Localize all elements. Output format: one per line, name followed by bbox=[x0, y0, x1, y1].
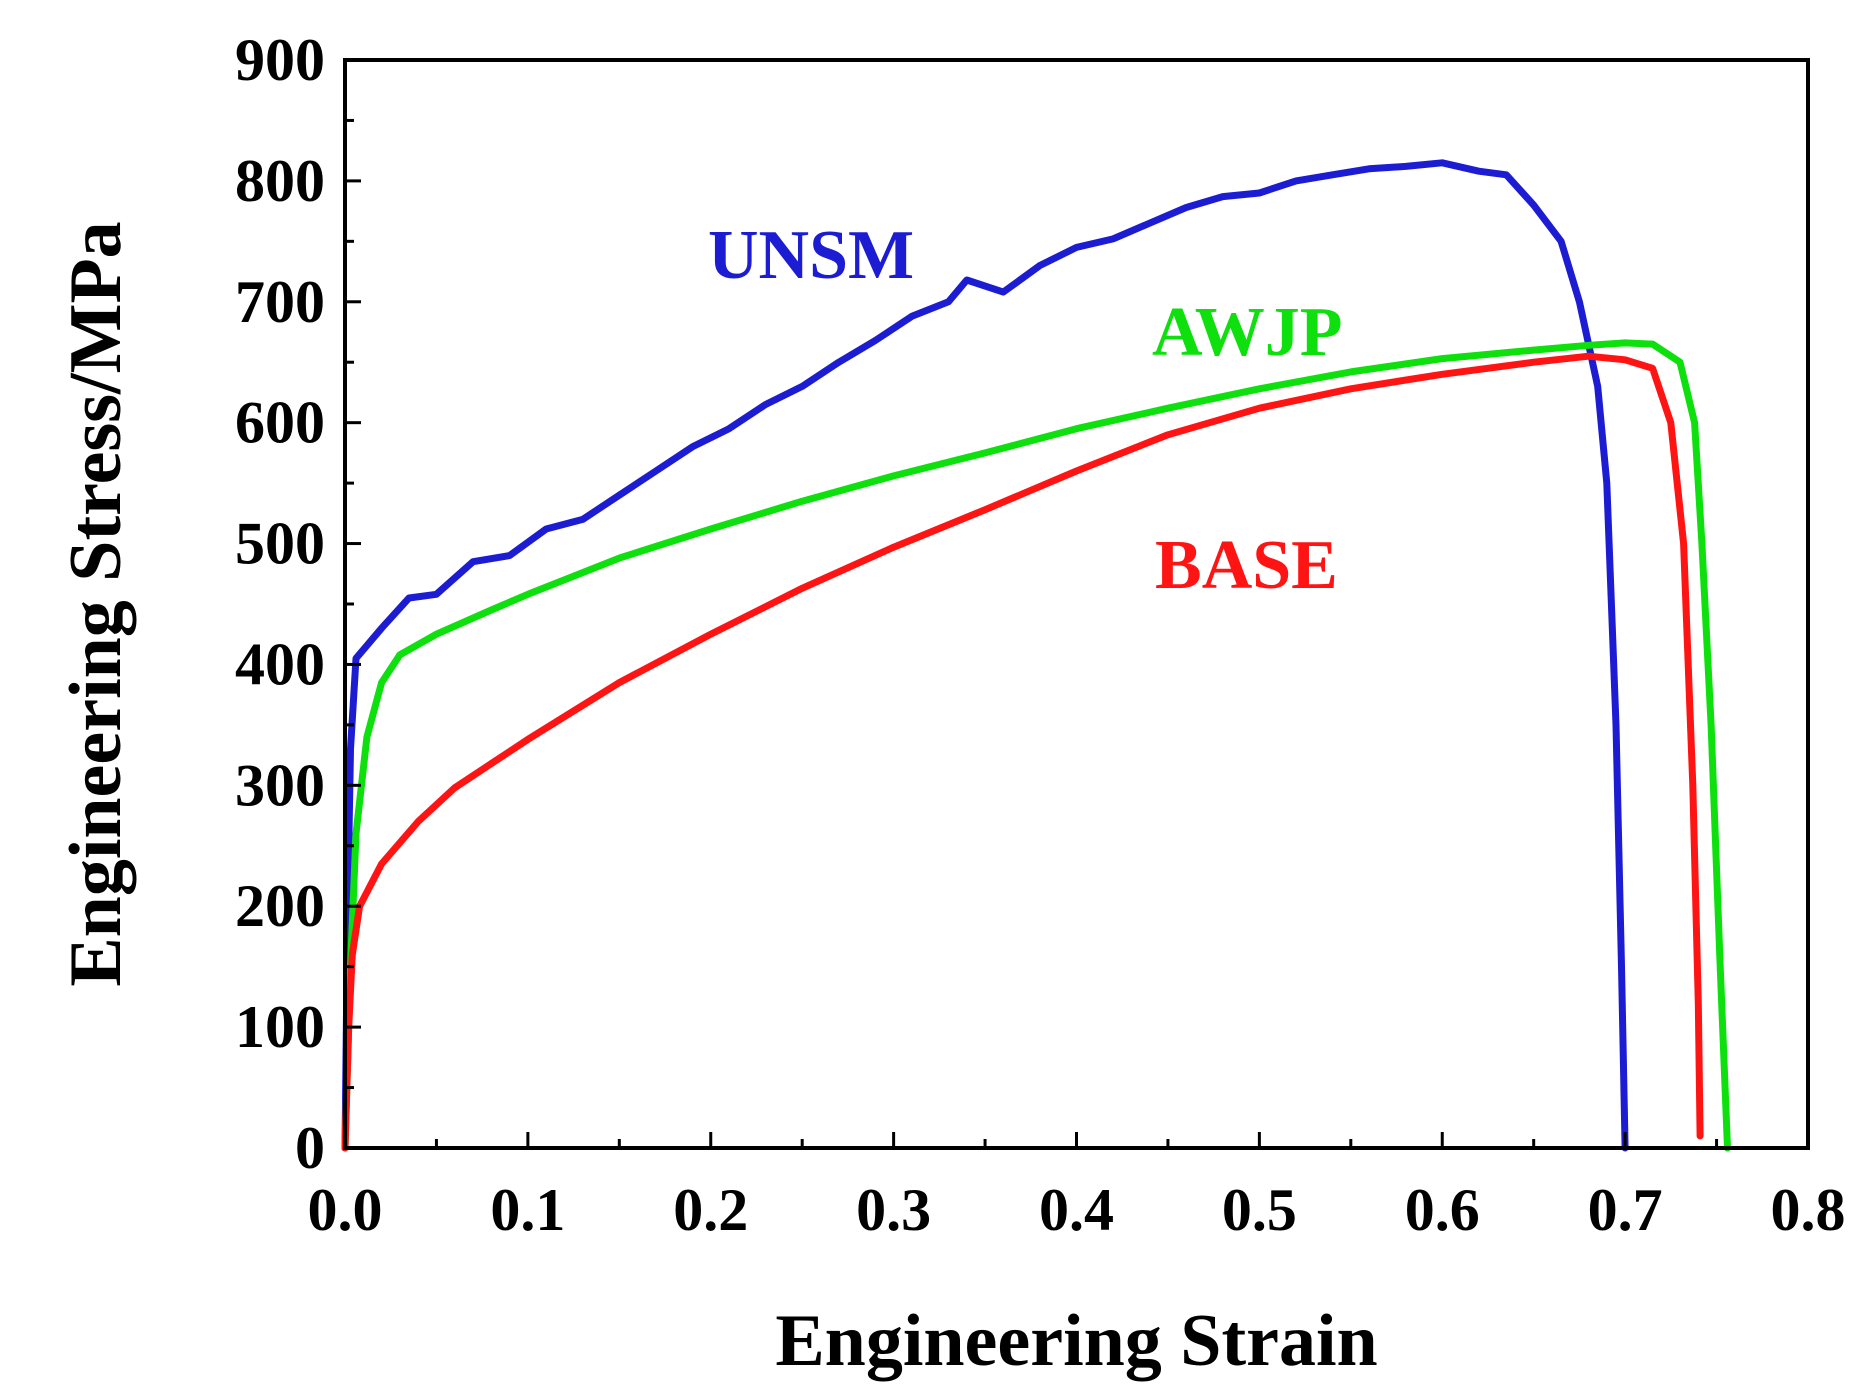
y-tick-label: 500 bbox=[235, 511, 325, 577]
y-tick-label: 800 bbox=[235, 148, 325, 214]
series-label-base: BASE bbox=[1155, 527, 1338, 604]
x-tick-label: 0.7 bbox=[1588, 1177, 1663, 1243]
series-lines bbox=[341, 159, 1731, 1152]
plot-frame bbox=[343, 58, 1810, 1150]
y-tick-label: 300 bbox=[235, 752, 325, 818]
x-tick-label: 0.8 bbox=[1771, 1177, 1846, 1243]
y-tick-label: 900 bbox=[235, 27, 325, 93]
y-tick-label: 0 bbox=[295, 1115, 325, 1181]
series-line-base bbox=[341, 352, 1704, 1152]
x-tick-label: 0.6 bbox=[1405, 1177, 1480, 1243]
y-tick-label: 600 bbox=[235, 390, 325, 456]
x-tick-label: 0.1 bbox=[490, 1177, 565, 1243]
axis-tick-labels: 0 100 200 300 400 500 600 700 800 900 0.0 0.1 0.2 0.3… bbox=[235, 27, 1846, 1243]
x-axis-title: Engineering Strain bbox=[775, 1300, 1377, 1382]
series-line-unsm bbox=[341, 159, 1629, 1152]
series-label-awjp: AWJP bbox=[1152, 294, 1343, 371]
series-line-awjp bbox=[341, 339, 1731, 1152]
y-axis-title: Engineering Stress/MPa bbox=[55, 221, 137, 986]
x-tick-label: 0.3 bbox=[856, 1177, 931, 1243]
x-tick-label: 0.5 bbox=[1222, 1177, 1297, 1243]
y-tick-label: 400 bbox=[235, 631, 325, 697]
series-label-unsm: UNSM bbox=[708, 217, 914, 294]
y-tick-label: 200 bbox=[235, 873, 325, 939]
axis-ticks bbox=[343, 58, 1810, 1150]
x-tick-label: 0.0 bbox=[308, 1177, 383, 1243]
y-tick-label: 100 bbox=[235, 994, 325, 1060]
x-tick-label: 0.2 bbox=[673, 1177, 748, 1243]
x-tick-label: 0.4 bbox=[1039, 1177, 1114, 1243]
y-tick-label: 700 bbox=[235, 269, 325, 335]
